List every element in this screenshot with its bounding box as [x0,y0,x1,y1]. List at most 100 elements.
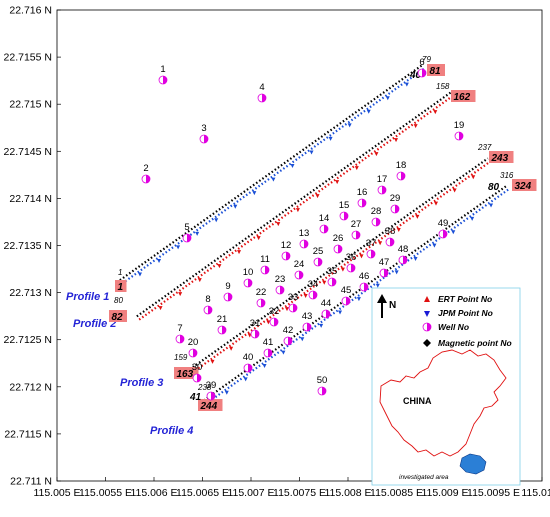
well-half-fill [187,234,191,242]
profile-start-number: 80 [114,296,123,305]
jpm-triangle-icon [424,311,430,317]
survey-point-marker [328,136,333,141]
well-half-fill [274,318,278,326]
well-number: 21 [217,314,228,325]
well-marker: 45 [341,285,352,306]
survey-point-marker [229,346,234,351]
well-half-fill [346,297,350,305]
well-marker: 34 [308,279,318,300]
ert-start-number: 1 [118,282,124,293]
well-half-fill [286,252,290,260]
well-half-fill [228,293,232,301]
inset-country-label: CHINA [403,396,432,406]
north-label: N [389,300,396,311]
well-number: 10 [243,267,254,278]
x-tick-label: 115.006 E [130,487,177,499]
well-marker: 3 [199,123,209,144]
well-half-fill [443,230,447,238]
ert-triangle-icon [424,296,430,302]
survey-point-marker [309,150,314,155]
well-marker: 36 [346,252,356,273]
ert-end-number: 324 [515,181,532,192]
survey-point-marker [394,138,399,143]
well-marker: 1 [158,64,168,85]
well-marker: 21 [217,314,228,335]
well-number: 13 [299,228,310,239]
well-half-fill [304,240,308,248]
well-marker: 12 [281,240,291,261]
well-marker: 37 [366,238,376,259]
survey-point-marker [285,307,290,312]
survey-point-marker [322,280,327,285]
well-number: 30 [192,362,203,373]
well-marker: 47 [379,257,389,278]
well-marker: 2 [141,163,151,184]
well-number: 14 [319,213,330,224]
profile-end-number: 79 [422,55,431,64]
well-half-fill [146,175,150,183]
well-marker: 8 [203,294,213,315]
well-half-fill [180,335,184,343]
profile-label: Profile 1 [66,291,109,303]
well-marker: 46 [359,271,369,292]
ert-end-box [451,90,476,102]
survey-point-marker [338,310,343,315]
well-half-fill [332,278,336,286]
y-tick-label: 22.7155 N [4,52,52,64]
well-half-fill [262,94,266,102]
north-arrow-icon [377,294,387,318]
survey-point-marker [137,272,142,277]
well-half-fill [268,349,272,357]
well-marker: 15 [339,200,349,221]
survey-point-marker [356,297,361,302]
y-tick-label: 22.716 N [9,5,52,17]
survey-point-marker [385,96,390,101]
well-marker: 9 [223,281,233,302]
well-half-fill [248,279,252,287]
china-outline [379,349,507,457]
ert-end-number: 162 [454,92,471,103]
profile-end-number: 237 [477,143,492,152]
well-half-fill [255,330,259,338]
x-tick-label: 115.008 E [324,487,371,499]
legend-ert-label: ERT Point No [438,294,492,304]
survey-point-marker [413,124,418,129]
well-half-fill [422,69,426,77]
well-half-fill [371,250,375,258]
well-number: 32 [269,306,280,317]
well-marker: 28 [371,206,381,227]
x-tick-label: 115.0065 E [176,487,229,499]
survey-point-marker [451,230,456,235]
profile-start-number: 238 [197,383,212,392]
ert-start-number: 82 [112,312,124,323]
well-half-fill [395,205,399,213]
well-number: 23 [275,274,286,285]
survey-point-marker [413,256,418,261]
inset-area-label: investigated area [399,474,449,481]
well-marker: 48 [398,244,408,265]
well-marker: 19 [454,120,464,141]
survey-point-marker [452,188,457,193]
well-marker: 40 [243,352,253,373]
well-number: 5 [184,222,189,233]
well-marker: 39 [206,380,216,401]
survey-point-marker [471,175,476,180]
x-tick-label: 115.0055 E [79,487,132,499]
well-half-fill [459,132,463,140]
survey-point-marker [262,363,267,368]
legend-magnetic-label: Magnetic point No [438,338,512,348]
profile-label: Profile 4 [150,425,193,437]
ert-points-line [138,94,454,321]
survey-point-marker [197,278,202,283]
survey-point-marker [489,203,494,208]
well-marker: 6 [417,57,427,78]
y-tick-label: 22.7115 N [4,428,52,440]
survey-point-marker [347,123,352,128]
survey-point-marker [252,191,257,196]
y-tick-label: 22.711 N [10,476,52,488]
well-marker: 38 [385,226,395,247]
well-number: 45 [341,285,352,296]
well-marker: 50 [317,375,327,396]
profile-label: Profile 2 [73,318,116,330]
well-half-fill [364,283,368,291]
